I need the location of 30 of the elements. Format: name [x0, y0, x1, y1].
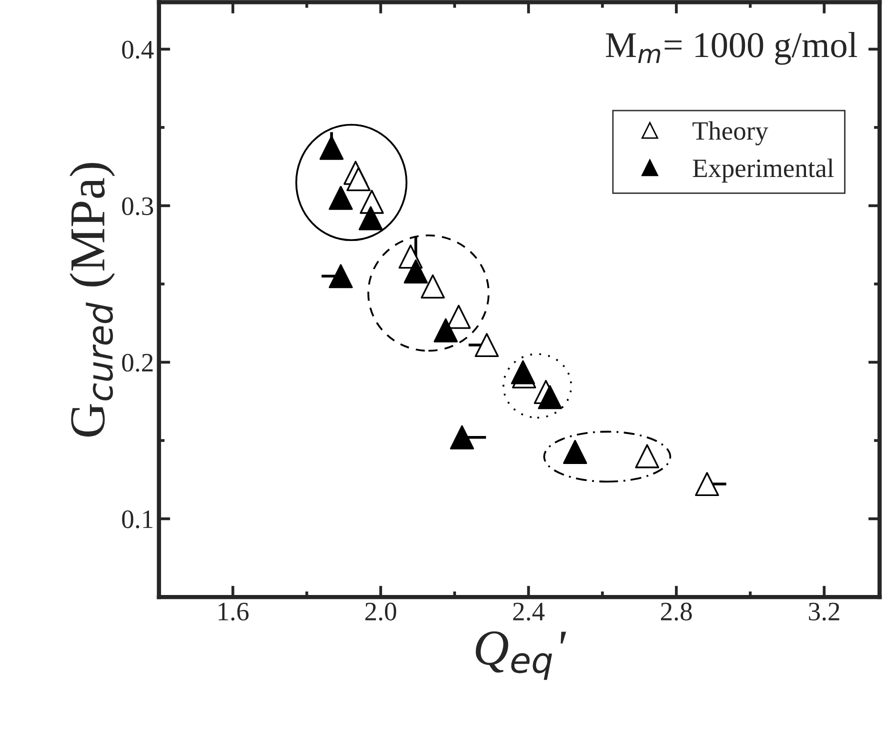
point: [694, 472, 720, 496]
y-tick-label: 0.2: [122, 354, 153, 372]
x-tick-label: 2.8: [661, 602, 692, 621]
point: [510, 360, 536, 384]
annotation: M$_{m}$= 1000 g/mol: [606, 32, 858, 65]
x-tick-label: 1.6: [218, 602, 249, 621]
point: [420, 274, 445, 299]
legend-label: Theory: [692, 121, 768, 146]
point: [635, 444, 660, 468]
point: [474, 332, 499, 358]
y-axis-title: G$_{cured}$ (MPa): [70, 163, 115, 437]
point: [450, 425, 474, 450]
point: [404, 259, 428, 284]
point: [563, 440, 588, 464]
x-tick-label: 3.2: [808, 602, 840, 621]
x-tick-label: 2.0: [365, 602, 396, 621]
legend-label: Experimental: [692, 158, 834, 183]
x-tick-label: 2.4: [513, 602, 545, 621]
x-axis-title: Q$_{eq}$': [476, 631, 566, 680]
point: [328, 186, 353, 210]
point: [320, 136, 344, 160]
point: [358, 206, 383, 230]
point: [538, 385, 562, 410]
y-tick-label: 0.3: [122, 197, 154, 216]
point: [346, 167, 371, 192]
point: [328, 264, 353, 288]
y-tick-label: 0.1: [122, 510, 153, 528]
point: [434, 318, 458, 342]
y-tick-label: 0.4: [122, 40, 154, 59]
point: [446, 304, 471, 329]
